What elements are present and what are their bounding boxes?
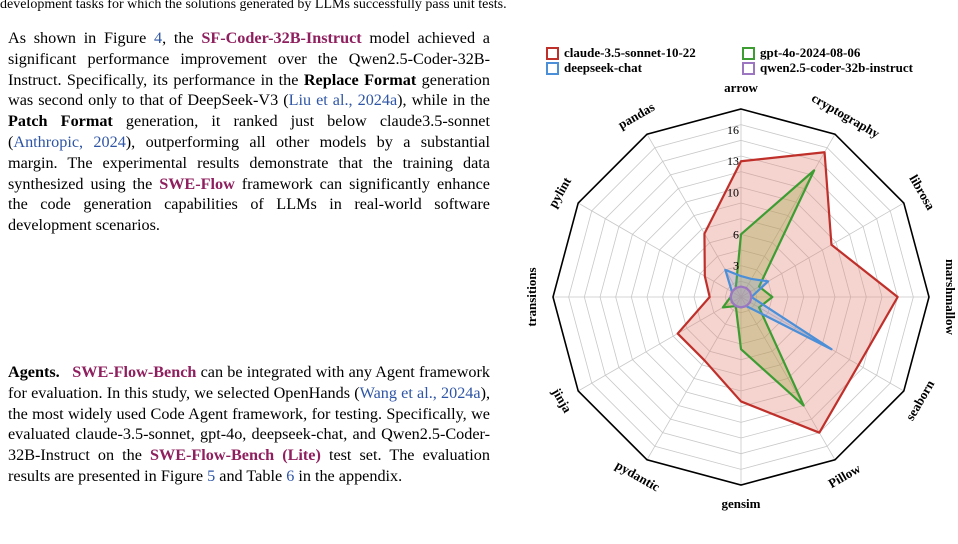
p2-text-5: in the appendix. [294, 466, 403, 485]
category-label: pandas [615, 99, 657, 132]
radial-tick-label: 6 [733, 227, 739, 241]
table-ref-6[interactable]: 6 [286, 466, 295, 485]
category-label: jinja [549, 384, 576, 415]
paragraph-results: As shown in Figure 4, the SF-Coder-32B-I… [8, 28, 490, 236]
legend-swatch-gpt4o [742, 47, 755, 60]
category-label: transitions [524, 267, 539, 326]
series-polygon-3 [729, 285, 753, 309]
legend-label-claude: claude-3.5-sonnet-10-22 [564, 45, 696, 60]
radial-tick-label: 16 [727, 123, 739, 137]
grid-spoke [577, 296, 742, 392]
p1-text-1: As shown in Figure [8, 29, 154, 47]
category-label: librosa [906, 172, 938, 213]
grid-spoke [740, 133, 836, 298]
p1-text-8: framework can significantly enhance the … [8, 174, 490, 235]
citation-wang[interactable]: Wang et al., 2024a [359, 383, 481, 402]
p1-text-7: ), outperforming all other models by a s… [8, 132, 490, 193]
bench-name: SWE-Flow-Bench [72, 363, 197, 381]
figure-ref-4[interactable]: 4 [153, 29, 163, 47]
legend-label-gpt4o: gpt-4o-2024-08-06 [760, 45, 861, 60]
grid-spoke [646, 296, 742, 461]
category-label: arrow [724, 80, 758, 95]
citation-liu[interactable]: Liu et al., 2024a [288, 91, 398, 110]
top-caption-line: development tasks for which the solution… [0, 0, 507, 12]
replace-format: Replace Format [303, 70, 417, 89]
radial-tick-label: 13 [727, 154, 739, 168]
legend-label-qwen: qwen2.5-coder-32b-instruct [760, 60, 913, 75]
p1-text-6: generation, it ranked just below claude3… [8, 112, 490, 151]
grid-spoke [577, 202, 742, 298]
category-label: pylint [545, 174, 575, 210]
series-polygon-0 [676, 151, 899, 434]
category-label: Pillow [825, 460, 863, 491]
category-label: seaborn [902, 377, 937, 423]
agents-heading: Agents. [8, 363, 60, 381]
model-name: SF-Coder-32B-Instruct [201, 29, 362, 47]
swe-flow-name: SWE-Flow [159, 174, 235, 193]
category-label: cryptography [809, 90, 883, 141]
paragraph-agents: Agents. SWE-Flow-Bench can be integrated… [8, 362, 490, 487]
p2-text-3: test set. The evaluation results are pre… [8, 446, 490, 485]
p2-text-4: and Table [215, 466, 287, 485]
legend-swatch-claude [546, 47, 559, 60]
p2-text-1: can be integrated with any Agent framewo… [8, 363, 490, 402]
category-label: gensim [722, 496, 761, 511]
p1-text-4: generation was second only to that of De… [8, 70, 490, 110]
legend-swatch-deepseek [546, 62, 559, 75]
p1-text-2: , the [162, 29, 202, 47]
category-label: marshmallow [943, 259, 958, 335]
radial-tick-label: 10 [727, 186, 739, 200]
p2-text-2: ), the most widely used Code Agent frame… [8, 383, 491, 465]
p1-text-3: model achieved a significant performance… [8, 29, 490, 89]
outer-border [552, 108, 930, 486]
patch-format: Patch Format [8, 112, 113, 131]
bench-lite-name: SWE-Flow-Bench (Lite) [150, 446, 321, 465]
legend-label-deepseek: deepseek-chat [564, 60, 642, 75]
p1-text-5: ), while in the [397, 91, 490, 110]
legend-swatch-qwen [742, 62, 755, 75]
figure-ref-5[interactable]: 5 [207, 466, 216, 485]
citation-anthropic[interactable]: Anthropic, 2024 [13, 132, 126, 151]
radial-tick-label: 3 [733, 259, 739, 273]
